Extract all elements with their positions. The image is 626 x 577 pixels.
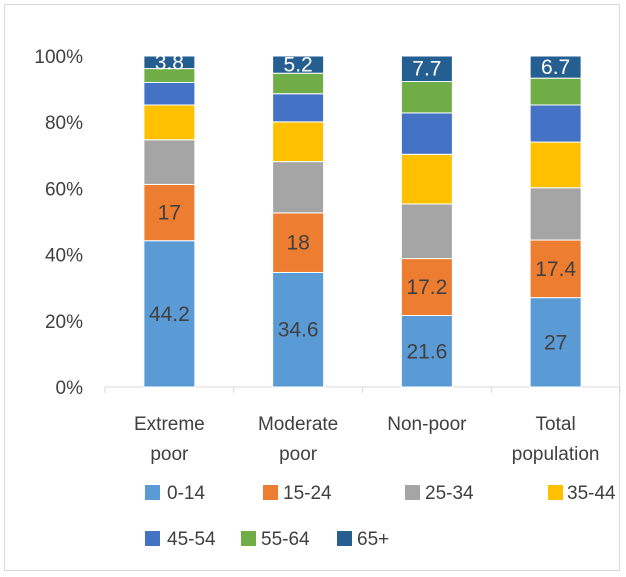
bar-segment bbox=[143, 81, 196, 106]
bar-segment bbox=[143, 55, 196, 70]
legend-swatch bbox=[241, 531, 256, 546]
category-label: poor bbox=[279, 444, 318, 465]
bar-segment bbox=[272, 161, 325, 214]
data-label: 21.6 bbox=[406, 340, 447, 363]
bar-segment bbox=[272, 55, 325, 74]
bar-segment bbox=[400, 80, 453, 114]
category-label: poor bbox=[150, 444, 189, 465]
category-label: population bbox=[512, 444, 600, 465]
legend-swatch bbox=[548, 485, 563, 500]
data-label: 6.7 bbox=[541, 56, 570, 79]
bar-segment bbox=[400, 315, 453, 388]
legend-label: 15-24 bbox=[283, 483, 332, 504]
legend-swatch bbox=[145, 531, 160, 546]
bar-segment bbox=[529, 77, 582, 106]
data-label: 18 bbox=[286, 232, 309, 255]
bar-segment bbox=[400, 112, 453, 155]
bar-segment bbox=[400, 153, 453, 205]
y-tick-label: 40% bbox=[45, 246, 83, 267]
bar-segment bbox=[529, 104, 582, 143]
data-label: 44.2 bbox=[149, 303, 190, 326]
y-tick-label: 20% bbox=[45, 312, 83, 333]
bar-segment bbox=[400, 55, 453, 82]
bar-segment bbox=[143, 183, 196, 242]
legend-label: 25-34 bbox=[425, 483, 474, 504]
legend-label: 65+ bbox=[357, 529, 389, 550]
bar-segment bbox=[529, 239, 582, 299]
legend-swatch bbox=[145, 485, 160, 500]
category-label: Non-poor bbox=[387, 414, 467, 435]
data-label: 17.4 bbox=[535, 258, 576, 281]
legend-label: 35-44 bbox=[567, 483, 616, 504]
data-label: 7.7 bbox=[412, 58, 441, 81]
bar-segment bbox=[272, 212, 325, 273]
data-label: 27 bbox=[544, 331, 567, 354]
y-tick-label: 100% bbox=[34, 47, 83, 68]
y-tick-label: 60% bbox=[45, 179, 83, 200]
bar-segment bbox=[529, 141, 582, 189]
chart-frame: 0% 20% 40% 60% 80% 100% 44.2 34.6 21.6 27 17 18 17.2… bbox=[4, 4, 621, 571]
data-label: 17.2 bbox=[406, 276, 447, 299]
legend-label: 55-64 bbox=[261, 529, 310, 550]
bar-segment bbox=[400, 258, 453, 317]
legend-label: 45-54 bbox=[167, 529, 216, 550]
bar-segment bbox=[272, 93, 325, 123]
legend-swatch bbox=[337, 531, 352, 546]
bar-segment bbox=[529, 55, 582, 79]
bar-segment bbox=[400, 203, 453, 260]
category-label: Moderate bbox=[258, 414, 338, 435]
legend-swatch bbox=[405, 485, 420, 500]
bar-segment bbox=[143, 139, 196, 185]
legend-swatch bbox=[263, 485, 278, 500]
bar-segment bbox=[529, 187, 582, 241]
y-tick-label: 80% bbox=[45, 113, 83, 134]
bar-segment bbox=[272, 271, 325, 388]
bar-segment bbox=[143, 240, 196, 388]
data-label: 34.6 bbox=[278, 319, 319, 342]
bar-segment bbox=[143, 104, 196, 141]
y-tick-label: 0% bbox=[56, 378, 84, 399]
data-label: 3.8 bbox=[155, 51, 184, 74]
stacked-bar-chart: 0% 20% 40% 60% 80% 100% 44.2 34.6 21.6 27 17 18 17.2… bbox=[34, 47, 621, 550]
legend-label: 0-14 bbox=[167, 483, 205, 504]
data-label: 5.2 bbox=[284, 54, 313, 77]
bar-segment bbox=[272, 121, 325, 163]
category-label: Extreme bbox=[134, 414, 205, 435]
category-label: Total bbox=[536, 414, 576, 435]
data-label: 17 bbox=[158, 202, 181, 225]
